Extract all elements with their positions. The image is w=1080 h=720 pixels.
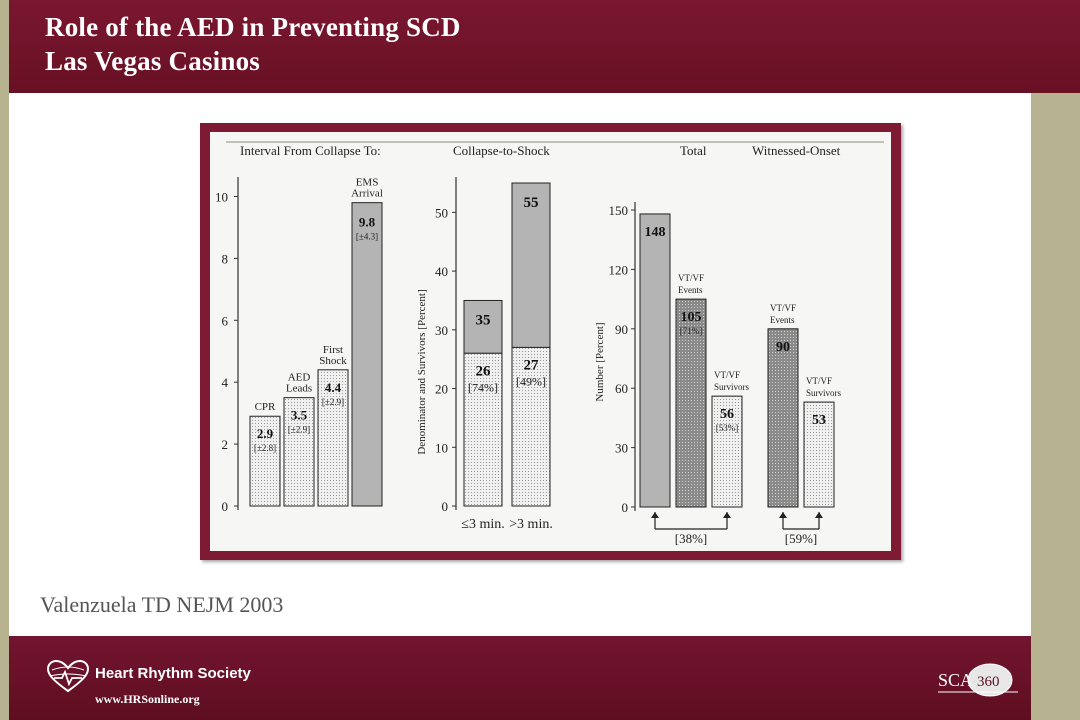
panel1-bar-label: EMS: [356, 177, 379, 189]
panel1-y-tick-label: 10: [215, 189, 228, 204]
panel3-bar-label: VT/VF: [770, 303, 796, 313]
panel1-bar-sd: [±2.8]: [254, 443, 276, 453]
header-bar: Role of the AED in Preventing SCD Las Ve…: [0, 0, 1080, 93]
panel3-bar-label: Events: [678, 285, 703, 295]
panel2-denominator-value: 35: [476, 312, 491, 328]
panel3-arrowhead: [723, 512, 731, 518]
chart-frame: Interval From Collapse To: Collapse-to-S…: [200, 123, 901, 560]
panel2-category-label: ≤3 min.: [461, 517, 504, 532]
sca-360-logo: SCA 360: [938, 660, 1020, 705]
panel2-y-tick-label: 20: [435, 382, 448, 397]
panel1-bar-label: First: [323, 344, 343, 356]
panel3-bar-percent: [53%]: [716, 423, 739, 433]
panel3-bar: [675, 298, 707, 508]
panel2-denominator-value: 55: [524, 195, 539, 211]
panel1-bar-label: Leads: [286, 383, 312, 395]
chart-svg: Interval From Collapse To: Collapse-to-S…: [215, 141, 884, 546]
panel1-bar-label: AED: [288, 372, 311, 384]
panel3-bar-value: 105: [681, 310, 702, 325]
panel3-bracket-label: [59%]: [785, 531, 818, 546]
panel1-bar-label: Shock: [319, 355, 347, 367]
slide-subtitle: Las Vegas Casinos: [45, 46, 260, 76]
chart-area: Interval From Collapse To: Collapse-to-S…: [210, 132, 891, 551]
panel1-y-tick-label: 8: [222, 251, 229, 266]
panel1-bar-value: 9.8: [359, 215, 376, 230]
panel3-y-tick-label: 60: [615, 381, 628, 396]
society-name: Heart Rhythm Society: [95, 665, 251, 682]
panel3-group1-title: Total: [680, 143, 707, 158]
sca-text: SCA: [938, 670, 973, 690]
panel3-bar-value: 148: [645, 225, 666, 240]
panel1-bar-sd: [±2.9]: [288, 425, 310, 435]
slide-title: Role of the AED in Preventing SCD: [45, 12, 461, 42]
panel3-bar-value: 90: [776, 340, 790, 355]
panel3-arrowhead: [815, 512, 823, 518]
panel2-survivor-value: 27: [524, 357, 540, 373]
sca-number: 360: [977, 674, 1000, 690]
panel3-bar: [767, 328, 799, 508]
panel2-survivor-percent: [74%]: [468, 380, 498, 394]
panel3-bar: [803, 401, 835, 508]
panel1-bar: [351, 202, 383, 507]
panel1-bar: [249, 415, 281, 507]
panel3-arrowhead: [651, 512, 659, 518]
panel1-bar-label: CPR: [255, 401, 276, 413]
panel1-bar-value: 2.9: [257, 426, 274, 441]
panel3-bar-value: 53: [812, 413, 826, 428]
panel2-denominator-bar: [463, 299, 503, 354]
panel2-y-axis-label: Denominator and Survivors [Percent]: [416, 289, 428, 454]
footer-bar: [9, 636, 1031, 720]
panel3-bar-label: Events: [770, 315, 795, 325]
panel1-y-tick-label: 0: [222, 499, 229, 514]
panel2-y-tick-label: 0: [442, 499, 449, 514]
panel1-bar-value: 4.4: [325, 380, 342, 395]
panel3-bracket-label: [38%]: [675, 531, 708, 546]
panel2-y-tick-label: 40: [435, 264, 448, 279]
panel3-bar-label: VT/VF: [714, 370, 740, 380]
panel2-y-tick-label: 50: [435, 205, 448, 220]
panel2-title: Collapse-to-Shock: [453, 143, 550, 158]
panel3-y-axis-label: Number [Percent]: [594, 322, 606, 401]
panel3-arrowhead: [779, 512, 787, 518]
panel3-bar-label: VT/VF: [678, 273, 704, 283]
panel2-survivor-percent: [49%]: [516, 374, 546, 388]
panel3-bar-label: Survivors: [806, 388, 842, 398]
panel1-bar-value: 3.5: [291, 408, 308, 423]
panel3-group2-title: Witnessed-Onset: [752, 143, 841, 158]
panel3-bar: [711, 395, 743, 508]
society-url[interactable]: www.HRSonline.org: [95, 692, 200, 706]
panel2-y-tick-label: 30: [435, 323, 448, 338]
panel1-bar: [283, 397, 315, 507]
panel3-bar: [639, 213, 671, 508]
panel1-bar: [317, 369, 349, 507]
panel2-survivor-value: 26: [476, 363, 492, 379]
panel3-y-tick-label: 0: [622, 500, 629, 515]
panel3-y-tick-label: 150: [609, 203, 629, 218]
heart-globe-icon: [44, 659, 92, 699]
panel1-bar-sd: [±4.3]: [356, 232, 378, 242]
panel1-y-tick-label: 6: [222, 313, 229, 328]
panel1-y-tick-label: 4: [222, 375, 229, 390]
panel3-y-tick-label: 120: [609, 262, 629, 277]
panel3-bar-label: Survivors: [714, 382, 750, 392]
panel3-bar-percent: [71%]: [680, 326, 703, 336]
panel1-bar-label: Arrival: [351, 188, 383, 200]
panel2-survivor-bar: [511, 346, 551, 507]
panel3-bar-value: 56: [720, 407, 734, 422]
panel1-y-tick-label: 2: [222, 437, 229, 452]
panel2-category-label: >3 min.: [509, 517, 553, 532]
right-band: [1031, 0, 1080, 720]
citation: Valenzuela TD NEJM 2003: [40, 592, 284, 617]
panel2-denominator-bar: [511, 182, 551, 348]
panel3-y-tick-label: 90: [615, 322, 628, 337]
panel3-bar-label: VT/VF: [806, 376, 832, 386]
panel3-y-tick-label: 30: [615, 441, 628, 456]
panel1-title: Interval From Collapse To:: [240, 143, 381, 158]
panel2-survivor-bar: [463, 352, 503, 507]
panel2-y-tick-label: 10: [435, 440, 448, 455]
panel1-bar-sd: [±2.9]: [322, 397, 344, 407]
